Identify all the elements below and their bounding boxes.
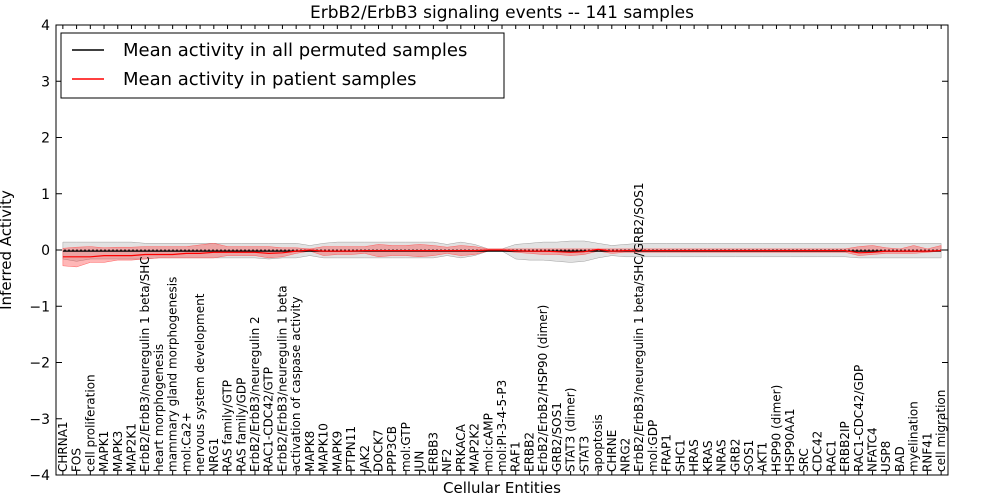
x-tick-label: RAS family/GDP [234, 378, 248, 472]
y-tick-label: −1 [29, 299, 50, 315]
x-ticks: CHRNA1 FOS cell proliferation MAPK1 MAPK3 MAP… [56, 25, 948, 475]
x-tick-label: RAC1-CDC42/GDP [852, 365, 866, 472]
x-tick-label: STAT3 (dimer) [564, 388, 578, 472]
y-tick-label: 4 [41, 18, 50, 34]
x-tick-label: myelination [907, 401, 921, 472]
x-tick-label: mammary gland morphogenesis [166, 277, 180, 472]
x-tick-label: MAP2K2 [468, 423, 482, 472]
y-tick-label: 3 [41, 74, 50, 90]
x-tick-label: MAPK8 [303, 431, 317, 472]
x-tick-label: ErbB2/ErbB3/neuregulin 1 beta/SHC/GRB2/S… [632, 182, 646, 472]
permuted-band [62, 240, 942, 263]
x-tick-label: STAT3 [577, 436, 591, 472]
x-tick-label: MAPK1 [97, 431, 111, 472]
x-tick-label: nervous system development [193, 293, 207, 472]
x-tick-label: heart morphogenesis [152, 344, 166, 472]
legend: Mean activity in all permuted samples Me… [60, 32, 505, 99]
x-tick-label: JUN [413, 451, 427, 473]
x-tick-label: NFATC4 [866, 427, 880, 472]
x-tick-label: CHRNE [605, 430, 619, 472]
x-tick-label: SOS1 [742, 440, 756, 472]
x-tick-label: FOS [70, 448, 84, 472]
y-tick-label: −4 [29, 468, 50, 484]
y-ticks: −4 −3 −2 −1 0 1 2 3 4 [29, 18, 948, 484]
plot-frame [55, 24, 949, 476]
x-tick-label: ERBB3 [426, 432, 440, 472]
x-tick-label: DOCK7 [372, 429, 386, 472]
x-tick-label: HSP90 (dimer) [770, 385, 784, 472]
y-tick-label: −2 [29, 356, 50, 372]
x-tick-label: apoptosis [591, 414, 605, 472]
x-tick-label: cell migration [934, 390, 948, 472]
x-tick-label: ErbB2/ErbB3/neuregulin 1 beta [275, 285, 289, 472]
x-tick-label: RAC1-CDC42/GTP [262, 367, 276, 472]
x-tick-label: MAPK9 [330, 431, 344, 472]
x-tick-label: HRAS [687, 439, 701, 472]
x-tick-label: AKT1 [756, 442, 770, 472]
x-tick-label: mol:GDP [646, 420, 660, 472]
x-tick-label: FRAP1 [660, 434, 674, 472]
x-tick-label: JAK2 [358, 445, 372, 473]
x-tick-label: RAS family/GTP [221, 380, 235, 472]
x-tick-label: HSP90AA1 [783, 408, 797, 472]
chart-title: ErbB2/ErbB3 signaling events -- 141 samp… [310, 3, 694, 23]
x-tick-label: ErbB2/ErbB3/neuregulin 1 beta/SHC [138, 256, 152, 472]
x-tick-label: PRKACA [454, 423, 468, 472]
y-tick-label: −3 [29, 412, 50, 428]
x-tick-label: ErbB2/ErbB2/HSP90 (dimer) [536, 305, 550, 472]
x-tick-label: RAC1 [824, 440, 838, 472]
x-tick-label: BAD [893, 446, 907, 472]
x-tick-label: ERBB2IP [838, 421, 852, 472]
x-tick-label: ErbB2/ErbB3/neuregulin 2 [248, 316, 262, 472]
x-tick-label: mol:GTP [399, 422, 413, 472]
x-tick-label: CHRNA1 [56, 421, 70, 472]
legend-box [60, 32, 505, 99]
x-tick-label: ERBB2 [522, 432, 536, 472]
x-tick-label: NRAS [715, 439, 729, 472]
legend-label-patient: Mean activity in patient samples [123, 69, 417, 90]
x-tick-label: activation of caspase activity [289, 297, 303, 472]
series-line-patient [62, 248, 942, 258]
x-tick-label: KRAS [701, 440, 715, 472]
y-axis-label: Inferred Activity [0, 190, 15, 310]
x-tick-label: NRG1 [207, 438, 221, 472]
x-tick-label: RNF41 [920, 433, 934, 473]
x-tick-label: mol:PI-3-4-5-P3 [495, 380, 509, 472]
x-tick-label: MAPK3 [111, 431, 125, 472]
legend-label-permuted: Mean activity in all permuted samples [123, 40, 467, 61]
x-tick-label: RAF1 [509, 441, 523, 472]
y-tick-label: 2 [41, 131, 50, 147]
x-tick-label: SRC [797, 448, 811, 472]
x-tick-label: MAP2K1 [125, 423, 139, 472]
x-tick-label: mol:Ca2+ [179, 412, 193, 472]
x-tick-label: NRG2 [619, 438, 633, 472]
x-tick-label: PTPN11 [344, 426, 358, 472]
y-tick-label: 1 [41, 187, 50, 203]
x-tick-label: NF2 [440, 448, 454, 472]
x-tick-label: SHC1 [673, 439, 687, 472]
x-tick-label: MAPK10 [317, 423, 331, 472]
x-axis-label: Cellular Entities [443, 479, 561, 497]
x-tick-label: USP8 [879, 441, 893, 472]
x-tick-label: mol:cAMP [481, 413, 495, 472]
x-tick-label: CDC42 [811, 431, 825, 472]
x-tick-label: GRB2/SOS1 [550, 402, 564, 472]
series-lines [56, 248, 948, 258]
x-tick-label: PPP3CB [385, 426, 399, 472]
x-tick-label: GRB2 [728, 438, 742, 472]
x-tick-label: cell proliferation [83, 374, 97, 472]
y-tick-label: 0 [41, 243, 50, 259]
